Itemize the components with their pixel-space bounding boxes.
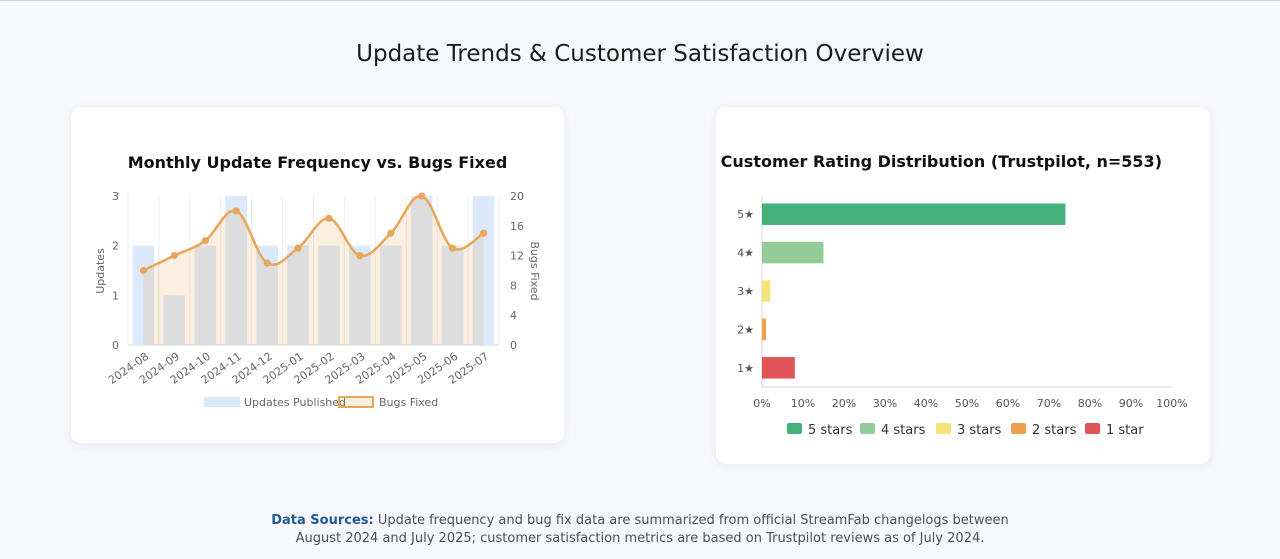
- legend-label: 4 stars: [881, 423, 926, 438]
- x-tick-label: 0%: [753, 397, 770, 410]
- x-tick-label: 90%: [1119, 397, 1143, 410]
- y-tick-label: 0: [112, 339, 119, 352]
- bugs-fixed-point: [449, 244, 457, 252]
- legend-label: 5 stars: [808, 423, 853, 438]
- chart-title: Monthly Update Frequency vs. Bugs Fixed: [128, 153, 508, 172]
- bugs-fixed-point: [170, 252, 178, 260]
- y2-tick-label: 20: [510, 190, 524, 203]
- data-sources-text-line1: Update frequency and bug fix data are su…: [377, 513, 1009, 528]
- x-tick-label: 20%: [832, 397, 856, 410]
- x-tick-label: 50%: [955, 397, 979, 410]
- rating-distribution-chart: Customer Rating Distribution (Trustpilot…: [721, 152, 1188, 438]
- update-bar: [379, 245, 402, 345]
- y-tick-label: 5★: [737, 208, 754, 221]
- data-sources-text-line2: August 2024 and July 2025; customer sati…: [295, 531, 985, 546]
- rating-bar: [762, 203, 1066, 225]
- x-tick-label: 60%: [996, 397, 1020, 410]
- legend-label-bugs-fixed: Bugs Fixed: [379, 396, 438, 409]
- update-bar: [287, 245, 309, 345]
- update-bar: [132, 245, 155, 345]
- y-tick-label: 4★: [737, 247, 754, 260]
- y2-tick-label: 0: [510, 339, 517, 352]
- y-tick-label: 2: [112, 240, 119, 253]
- y2-tick-label: 8: [510, 279, 517, 292]
- legend-swatch: [860, 423, 875, 434]
- y-tick-label: 1: [112, 289, 119, 302]
- y2-tick-label: 12: [510, 250, 524, 263]
- bugs-fixed-point: [294, 244, 302, 252]
- y-tick-label: 1★: [737, 362, 754, 375]
- y-axis-title: Updates: [94, 248, 107, 294]
- x-tick-label: 40%: [914, 397, 938, 410]
- x-tick-label: 70%: [1037, 397, 1061, 410]
- update-bar: [256, 245, 278, 345]
- rating-bar: [762, 357, 795, 379]
- update-bar: [225, 196, 248, 345]
- legend-swatch-updates: [204, 397, 240, 407]
- bugs-fixed-point: [325, 214, 333, 222]
- update-bar: [472, 196, 495, 345]
- y2-tick-label: 16: [510, 220, 524, 233]
- legend-label: 2 stars: [1032, 423, 1077, 438]
- x-tick-label: 10%: [791, 397, 815, 410]
- data-sources-footnote: Data Sources: Update frequency and bug f…: [0, 512, 1280, 548]
- bugs-fixed-point: [232, 207, 240, 215]
- legend-swatch: [936, 423, 951, 434]
- bugs-fixed-point: [387, 229, 395, 237]
- legend-label-updates: Updates Published: [244, 396, 346, 409]
- rating-bar: [762, 280, 771, 302]
- bugs-fixed-point: [201, 237, 209, 245]
- x-tick-label: 80%: [1078, 397, 1102, 410]
- bugs-fixed-point: [263, 259, 271, 267]
- x-tick-label: 100%: [1156, 397, 1187, 410]
- update-frequency-chart: Monthly Update Frequency vs. Bugs Fixed 0…: [94, 153, 541, 409]
- y2-axis-title: Bugs Fixed: [528, 241, 541, 300]
- update-bar: [441, 245, 464, 345]
- update-bar: [194, 245, 217, 345]
- bugs-fixed-point: [479, 229, 488, 237]
- page-title: Update Trends & Customer Satisfaction Ov…: [356, 41, 924, 67]
- bugs-fixed-area: [143, 195, 484, 345]
- bugs-fixed-point: [356, 252, 364, 260]
- update-frequency-card: Monthly Update Frequency vs. Bugs Fixed 0…: [71, 107, 564, 443]
- x-tick-label: 30%: [873, 397, 897, 410]
- bugs-fixed-point: [139, 266, 148, 275]
- rating-bar: [762, 318, 767, 341]
- update-bar: [163, 295, 186, 345]
- legend-swatch: [1011, 423, 1026, 434]
- legend-label: 3 stars: [957, 423, 1002, 438]
- bugs-fixed-point: [418, 192, 426, 200]
- chart-title: Customer Rating Distribution (Trustpilot…: [721, 152, 1162, 171]
- data-sources-label: Data Sources:: [271, 513, 374, 528]
- y2-tick-label: 4: [510, 309, 517, 322]
- legend-label: 1 star: [1106, 423, 1144, 438]
- y-tick-label: 3: [112, 190, 119, 203]
- rating-distribution-card: Customer Rating Distribution (Trustpilot…: [716, 107, 1210, 464]
- update-bar: [410, 196, 433, 345]
- legend-swatch-bugs-fixed: [338, 396, 374, 408]
- y-tick-label: 2★: [737, 323, 754, 336]
- legend-swatch: [1085, 423, 1100, 434]
- update-bar: [349, 245, 371, 345]
- rating-bar: [762, 241, 824, 264]
- update-bar: [318, 245, 340, 345]
- legend-swatch: [787, 423, 802, 434]
- y-tick-label: 3★: [737, 285, 754, 298]
